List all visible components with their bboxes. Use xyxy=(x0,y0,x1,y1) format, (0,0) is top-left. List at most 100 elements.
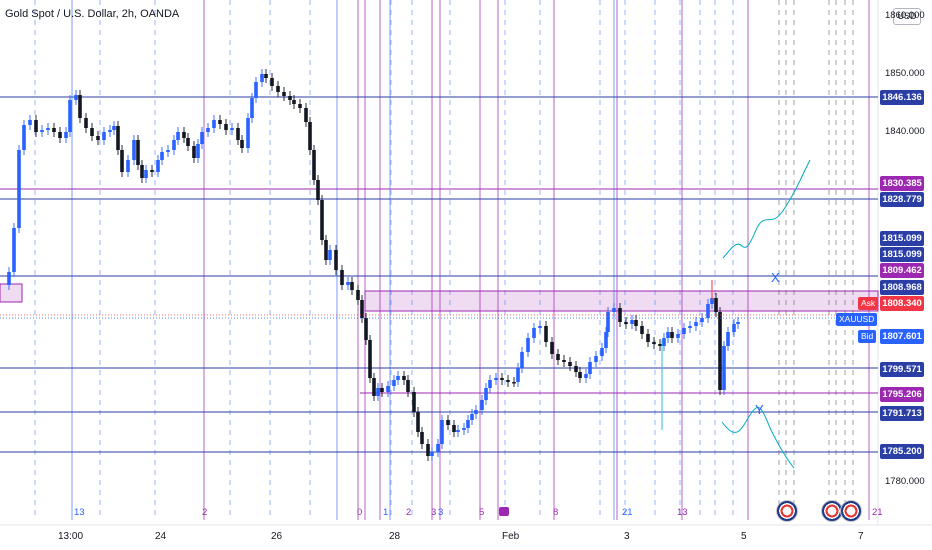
candle-body xyxy=(192,146,196,158)
candle-body xyxy=(132,140,136,160)
candle-body xyxy=(516,368,520,382)
candle-body xyxy=(402,376,406,380)
us-flag-icon[interactable] xyxy=(776,500,798,522)
candle-body xyxy=(270,78,274,86)
time-label: 13:00 xyxy=(58,531,84,542)
candle-body xyxy=(360,300,364,318)
candle-body xyxy=(462,428,466,430)
candle-body xyxy=(612,308,616,312)
time-label: Feb xyxy=(502,531,520,542)
vline-number: 3 xyxy=(431,507,437,518)
candle-body xyxy=(246,118,250,148)
candle-body xyxy=(520,352,524,368)
level-tag[interactable]: 1830.385 xyxy=(880,176,924,191)
candle-body xyxy=(606,312,610,332)
candle-body xyxy=(120,150,124,172)
candle-body xyxy=(718,312,722,390)
vline-number: 3 xyxy=(438,507,444,518)
event-flag-icon[interactable] xyxy=(499,507,509,516)
candle-body xyxy=(90,128,94,136)
vline-number: 5 xyxy=(479,507,485,518)
candle-body xyxy=(544,326,548,342)
candle-body xyxy=(12,228,16,272)
candle-body xyxy=(78,95,82,118)
level-tag[interactable]: 1809.462 xyxy=(880,263,924,278)
level-tag[interactable]: 1791.713 xyxy=(880,406,924,421)
vline-number: 2 xyxy=(202,507,208,518)
candle-body xyxy=(630,320,634,324)
candle-body xyxy=(532,328,536,338)
candle-body xyxy=(350,282,354,290)
candle-body xyxy=(102,132,106,140)
vline-number: 21 xyxy=(622,507,633,518)
candle-body xyxy=(494,378,498,380)
candle-body xyxy=(456,430,460,432)
candle-body xyxy=(182,132,186,138)
candle-body xyxy=(584,374,588,378)
candle-body xyxy=(430,452,434,456)
candle-body xyxy=(264,74,268,78)
level-tag[interactable]: 1795.206 xyxy=(880,387,924,402)
candle-body xyxy=(488,380,492,388)
candle-body xyxy=(480,400,484,410)
candle-body xyxy=(34,120,38,132)
candle-body xyxy=(526,338,530,352)
candle-body xyxy=(440,420,444,444)
candle-body xyxy=(126,160,130,172)
candle-body xyxy=(150,170,154,172)
level-tag[interactable]: 1828.779 xyxy=(880,192,924,207)
candle-body xyxy=(136,140,140,165)
candle-body xyxy=(550,342,554,354)
level-tag[interactable]: 1846.136 xyxy=(880,90,924,105)
ask-label: Ask xyxy=(858,297,879,310)
candle-body xyxy=(574,366,578,372)
candle-body xyxy=(64,132,68,138)
candle-body xyxy=(230,128,234,130)
level-tag[interactable]: 1799.571 xyxy=(880,362,924,377)
candle-body xyxy=(640,326,644,334)
chart-title: Gold Spot / U.S. Dollar, 2h, OANDA xyxy=(5,8,180,20)
candle-body xyxy=(166,150,170,152)
candle-body xyxy=(320,200,324,240)
level-tag[interactable]: 1808.968 xyxy=(880,280,924,295)
candle-body xyxy=(160,152,164,160)
candle-body xyxy=(666,332,670,338)
vline-number: 0 xyxy=(357,507,363,518)
candle-body xyxy=(308,122,312,150)
price-tick: 1850.000 xyxy=(885,68,925,79)
candle-body xyxy=(340,270,344,285)
us-flag-icon[interactable] xyxy=(840,500,862,522)
level-tag[interactable]: 1815.099 xyxy=(880,231,924,246)
candle-body xyxy=(618,308,622,322)
level-tag[interactable]: 1785.200 xyxy=(880,444,924,459)
candle-body xyxy=(58,132,62,138)
candle-body xyxy=(646,334,650,342)
candle-body xyxy=(140,165,144,178)
candle-body xyxy=(212,120,216,128)
bid-price-tag[interactable]: 1807.601 xyxy=(880,329,924,344)
x-marker: X xyxy=(771,270,780,285)
candle-body xyxy=(28,120,32,125)
candle-body xyxy=(676,334,680,338)
candle-body xyxy=(392,380,396,386)
candle-body xyxy=(7,272,11,285)
candle-body xyxy=(588,362,592,374)
candle-body xyxy=(312,150,316,180)
candle-body xyxy=(292,100,296,104)
candle-body xyxy=(568,362,572,366)
candle-body xyxy=(466,420,470,428)
candle-body xyxy=(406,380,410,392)
vline-number: 8 xyxy=(553,507,559,518)
ask-price-tag[interactable]: 1808.340 xyxy=(880,296,924,311)
candle-body xyxy=(176,132,180,140)
candle-body xyxy=(356,290,360,300)
left-zone[interactable] xyxy=(0,283,23,303)
candle-body xyxy=(380,388,384,392)
time-label: 28 xyxy=(389,531,401,542)
candle-body xyxy=(396,376,400,380)
candle-body xyxy=(298,104,302,108)
currency-button[interactable]: USD xyxy=(893,8,921,25)
candle-body xyxy=(710,298,714,304)
level-tag[interactable]: 1815.099 xyxy=(880,247,924,262)
